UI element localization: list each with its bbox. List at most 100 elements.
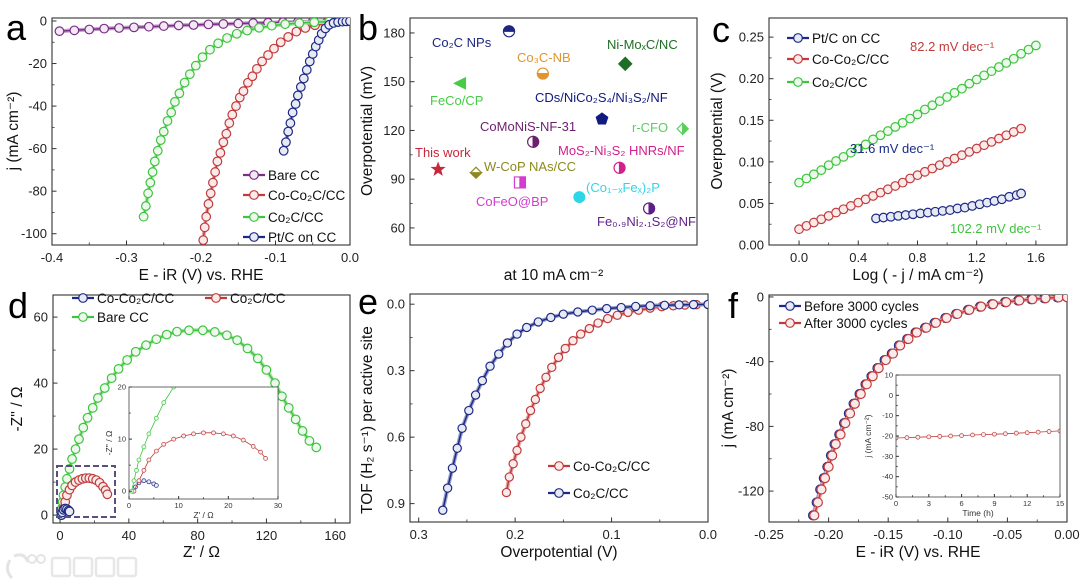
data-point xyxy=(568,336,578,346)
inset-point xyxy=(230,433,236,439)
legend-label: Co₂C/CC xyxy=(268,210,324,225)
data-point xyxy=(155,135,166,146)
half-circle-bottom-marker xyxy=(536,67,549,80)
zoom-region-box xyxy=(56,465,116,518)
data-point xyxy=(254,22,265,33)
inset-point xyxy=(141,467,147,473)
legend-marker xyxy=(554,488,564,498)
inset-point xyxy=(1046,429,1052,434)
x-tick-label: 15 xyxy=(1056,499,1064,508)
data-point xyxy=(158,126,169,137)
data-point: CoMoNiS-NF-31 xyxy=(480,119,576,148)
data-point xyxy=(844,408,856,419)
x-tick-label: 0.4 xyxy=(849,250,867,265)
data-point xyxy=(301,65,312,75)
inset-point xyxy=(153,415,159,421)
data-point xyxy=(67,454,77,464)
data-point xyxy=(203,19,214,30)
inset-point xyxy=(405,212,409,216)
panel-letter: a xyxy=(6,7,27,48)
data-point xyxy=(1027,295,1038,305)
y-tick-label: 0 xyxy=(122,487,126,496)
y-tick-label: 10 xyxy=(885,371,893,380)
data-point xyxy=(587,305,597,315)
data-point xyxy=(263,50,273,60)
x-tick-label: 3 xyxy=(927,499,931,508)
legend-label: Before 3000 cycles xyxy=(804,299,919,314)
data-point xyxy=(1053,295,1064,303)
data-point xyxy=(840,418,851,429)
panel-letter: b xyxy=(358,7,378,48)
data-point xyxy=(560,343,570,354)
inset-point xyxy=(609,205,613,209)
y-tick-label: 180 xyxy=(383,25,405,40)
inset-point xyxy=(201,430,206,436)
half-circle-marker xyxy=(642,202,656,215)
legend-label: Pt/C on CC xyxy=(268,230,337,245)
y-tick-label: 0.15 xyxy=(739,113,764,128)
inset-point xyxy=(1024,430,1030,436)
legend-item: Bare CC xyxy=(72,310,149,325)
data-point xyxy=(1016,188,1027,199)
data-point xyxy=(1014,295,1025,306)
data-point xyxy=(875,130,886,141)
y-tick-label: 0 xyxy=(757,289,764,304)
data-point xyxy=(82,412,93,423)
data-point xyxy=(447,463,458,473)
data-point xyxy=(575,329,586,339)
data-point xyxy=(143,21,154,32)
inset-point xyxy=(904,435,910,440)
legend-marker xyxy=(249,232,259,242)
inset-point xyxy=(153,448,159,454)
data-point xyxy=(516,432,526,442)
inset-point xyxy=(1013,430,1019,436)
panel-a: a -0.4 -0.3 -0.2 -0.1 0.0 0 -20 -40 -60 -80 -100 E -… xyxy=(5,7,359,284)
data-point: Co₂C NPs xyxy=(432,25,516,50)
y-tick-label: -40 xyxy=(882,472,893,481)
data-point xyxy=(964,78,975,89)
x-tick-label: 160 xyxy=(324,528,346,543)
inset-y-title: -Z'' / Ω xyxy=(104,431,114,456)
data-point xyxy=(84,24,95,35)
data-point xyxy=(512,329,522,339)
data-point xyxy=(205,44,215,55)
data-point xyxy=(205,188,216,199)
data-point xyxy=(612,310,623,320)
data-point xyxy=(897,117,908,128)
data-point xyxy=(831,156,841,166)
inset-point xyxy=(346,231,350,235)
y-tick-label: 0.05 xyxy=(739,196,764,211)
x-tick-label: 80 xyxy=(190,528,204,543)
data-point xyxy=(213,38,224,49)
data-label: Co₂C NPs xyxy=(432,35,492,50)
data-point xyxy=(952,308,963,320)
y-tick-label: 20 xyxy=(118,383,126,392)
data-point xyxy=(895,340,906,351)
inset-point xyxy=(926,434,932,440)
data-point xyxy=(921,322,932,333)
data-point xyxy=(158,21,169,31)
y-axis-title: Overpotential (V) xyxy=(709,72,726,189)
legend-marker xyxy=(793,54,803,64)
y-tick-label: 120 xyxy=(383,123,405,138)
data-label: (Co₁₋ₓFeₓ)₂P xyxy=(586,180,660,195)
data-point xyxy=(242,343,253,354)
data-point xyxy=(242,25,253,36)
series-line xyxy=(442,303,708,511)
y-tick-label: -80 xyxy=(745,419,764,434)
data-point xyxy=(838,151,849,162)
data-point xyxy=(238,86,249,97)
data-point xyxy=(276,391,287,402)
data-point xyxy=(285,118,296,128)
data-label: CoFeO@BP xyxy=(476,194,548,209)
data-point xyxy=(1023,44,1034,55)
data-point xyxy=(297,426,308,436)
data-point xyxy=(987,299,999,310)
data-point xyxy=(280,19,291,30)
data-point xyxy=(102,489,113,500)
data-point xyxy=(994,62,1004,72)
data-point xyxy=(976,301,987,312)
y-axis-title: TOF (H₂ s⁻¹) per active site xyxy=(359,326,376,514)
data-point xyxy=(62,473,72,484)
plot-frame xyxy=(409,293,709,523)
